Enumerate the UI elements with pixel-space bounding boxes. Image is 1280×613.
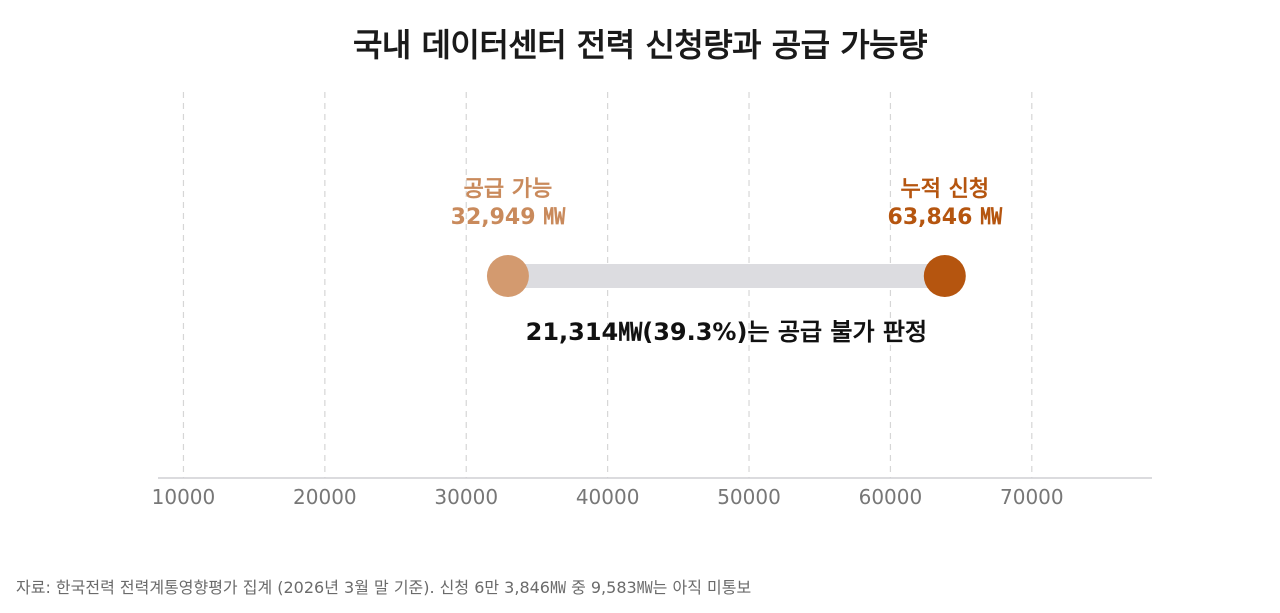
x-tick-label: 10000 bbox=[152, 485, 216, 509]
supply-value-label: 32,949 ㎿ bbox=[451, 205, 567, 230]
request-value-label: 63,846 ㎿ bbox=[888, 205, 1004, 230]
x-tick-label: 70000 bbox=[1000, 485, 1064, 509]
gap-annotation: 21,314㎿(39.3%)는 공급 불가 판정 bbox=[526, 318, 927, 346]
request-label: 누적 신청 bbox=[900, 177, 989, 202]
supply-point bbox=[486, 255, 529, 297]
x-tick-label: 20000 bbox=[293, 485, 357, 509]
request-point bbox=[923, 255, 966, 297]
x-tick-label: 30000 bbox=[434, 485, 498, 509]
x-tick-label: 60000 bbox=[859, 485, 923, 509]
supply-label: 공급 가능 bbox=[464, 177, 553, 202]
x-tick-label: 40000 bbox=[576, 485, 640, 509]
chart-title: 국내 데이터센터 전력 신청량과 공급 가능량 bbox=[352, 26, 928, 64]
source-note: 자료: 한국전력 전력계통영향평가 집계 (2026년 3월 말 기준). 신청… bbox=[16, 578, 752, 597]
x-tick-label: 50000 bbox=[717, 485, 781, 509]
